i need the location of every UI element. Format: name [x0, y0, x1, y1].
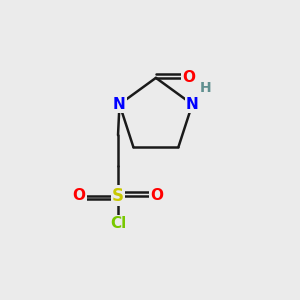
Text: O: O	[151, 188, 164, 203]
Text: N: N	[186, 97, 199, 112]
Text: Cl: Cl	[110, 216, 126, 231]
Text: O: O	[182, 70, 195, 86]
Text: O: O	[72, 188, 86, 203]
Text: H: H	[200, 81, 212, 95]
Text: N: N	[113, 97, 126, 112]
Text: S: S	[112, 187, 124, 205]
